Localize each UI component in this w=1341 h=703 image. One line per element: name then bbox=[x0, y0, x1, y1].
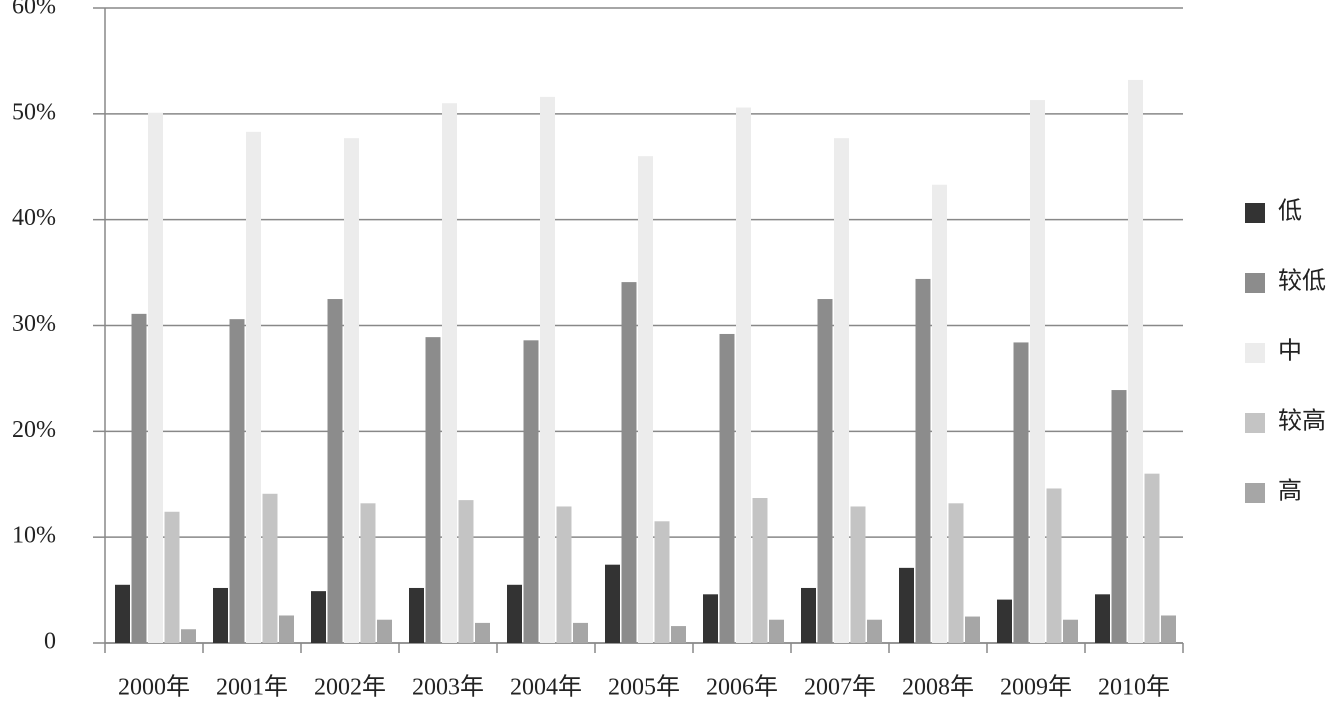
x-tick-label: 2001年 bbox=[216, 674, 288, 701]
y-tick-label: 20% bbox=[12, 417, 56, 443]
bar bbox=[899, 567, 914, 643]
bar bbox=[573, 622, 588, 643]
bar bbox=[915, 278, 931, 643]
x-tick-label: 2005年 bbox=[608, 674, 680, 701]
bar bbox=[605, 564, 620, 643]
bar bbox=[229, 319, 245, 643]
bar bbox=[181, 629, 196, 643]
bar bbox=[262, 493, 278, 643]
x-tick-label: 2003年 bbox=[412, 674, 484, 701]
bar bbox=[344, 138, 359, 644]
bar bbox=[279, 615, 294, 643]
bar bbox=[1013, 342, 1029, 643]
bar bbox=[752, 498, 768, 643]
bar bbox=[246, 131, 261, 643]
bar bbox=[997, 599, 1012, 643]
bar bbox=[131, 313, 147, 643]
bar bbox=[1063, 619, 1078, 643]
bar bbox=[1111, 390, 1127, 643]
bar bbox=[540, 96, 555, 643]
bar bbox=[1030, 100, 1045, 643]
bar bbox=[671, 626, 686, 643]
bar bbox=[932, 184, 947, 643]
bar bbox=[360, 503, 376, 643]
legend-label: 高 bbox=[1278, 478, 1302, 505]
x-tick-label: 2009年 bbox=[1000, 674, 1072, 701]
bar bbox=[850, 506, 866, 643]
legend-swatch bbox=[1245, 343, 1265, 363]
legend-swatch bbox=[1245, 483, 1265, 503]
bar bbox=[719, 333, 735, 643]
bar bbox=[1046, 488, 1062, 643]
bar bbox=[1095, 594, 1110, 643]
bar bbox=[817, 299, 833, 643]
bar bbox=[1161, 615, 1176, 643]
bar bbox=[834, 138, 849, 644]
bar bbox=[377, 619, 392, 643]
bar bbox=[638, 156, 653, 643]
bar bbox=[769, 619, 784, 643]
bar bbox=[442, 103, 457, 643]
bar bbox=[425, 337, 441, 643]
bar bbox=[213, 587, 228, 643]
legend-swatch bbox=[1245, 203, 1265, 223]
legend-swatch bbox=[1245, 413, 1265, 433]
legend-label: 较低 bbox=[1278, 268, 1326, 295]
x-tick-label: 2010年 bbox=[1098, 674, 1170, 701]
x-tick-label: 2002年 bbox=[314, 674, 386, 701]
bar bbox=[458, 500, 474, 643]
y-tick-label: 0 bbox=[44, 629, 56, 655]
y-tick-label: 50% bbox=[12, 99, 56, 125]
x-tick-label: 2008年 bbox=[902, 674, 974, 701]
legend-label: 中 bbox=[1278, 338, 1302, 365]
bar bbox=[148, 112, 163, 643]
x-tick-label: 2000年 bbox=[118, 674, 190, 701]
bar bbox=[115, 584, 130, 643]
legend-label: 较高 bbox=[1278, 408, 1326, 435]
bar bbox=[867, 619, 882, 643]
bar bbox=[801, 587, 816, 643]
bar bbox=[1144, 473, 1160, 643]
y-tick-label: 30% bbox=[12, 311, 56, 337]
bar bbox=[523, 340, 539, 643]
bar bbox=[556, 506, 572, 643]
bar bbox=[948, 503, 964, 643]
y-tick-label: 60% bbox=[12, 0, 56, 20]
bar bbox=[475, 622, 490, 643]
y-tick-label: 40% bbox=[12, 205, 56, 231]
bar bbox=[621, 282, 637, 643]
bar bbox=[507, 584, 522, 643]
bar bbox=[736, 107, 751, 643]
bar bbox=[703, 594, 718, 643]
x-tick-label: 2006年 bbox=[706, 674, 778, 701]
legend-label: 低 bbox=[1278, 198, 1302, 225]
bar bbox=[654, 521, 670, 643]
bar bbox=[965, 616, 980, 643]
x-tick-label: 2007年 bbox=[804, 674, 876, 701]
bar bbox=[1128, 79, 1143, 643]
bar bbox=[311, 591, 326, 643]
y-tick-label: 10% bbox=[12, 523, 56, 549]
bar bbox=[409, 587, 424, 643]
bar bbox=[327, 299, 343, 643]
legend-swatch bbox=[1245, 273, 1265, 293]
bar bbox=[164, 511, 180, 643]
x-tick-label: 2004年 bbox=[510, 674, 582, 701]
